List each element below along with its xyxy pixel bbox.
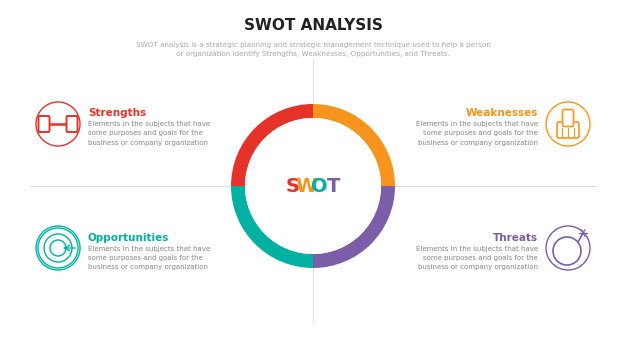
Circle shape — [36, 226, 80, 270]
Text: Opportunities: Opportunities — [88, 233, 170, 243]
Text: Elements in the subjects that have
some purposes and goals for the
business or c: Elements in the subjects that have some … — [416, 121, 538, 145]
Circle shape — [546, 102, 590, 146]
Text: SWOT ANALYSIS: SWOT ANALYSIS — [244, 18, 382, 33]
Circle shape — [36, 102, 80, 146]
Wedge shape — [231, 186, 313, 268]
Wedge shape — [313, 186, 395, 268]
FancyBboxPatch shape — [39, 116, 49, 132]
Text: Weaknesses: Weaknesses — [466, 108, 538, 118]
Text: T: T — [327, 176, 340, 195]
Circle shape — [546, 226, 590, 270]
Text: S: S — [285, 176, 300, 195]
FancyBboxPatch shape — [66, 116, 78, 132]
Text: Elements in the subjects that have
some purposes and goals for the
business or c: Elements in the subjects that have some … — [416, 246, 538, 270]
Text: O: O — [312, 176, 328, 195]
Text: W: W — [295, 176, 317, 195]
Text: SWOT analysis is a strategic planning and strategic management technique used to: SWOT analysis is a strategic planning an… — [136, 42, 490, 57]
Text: Threats: Threats — [493, 233, 538, 243]
Wedge shape — [231, 104, 313, 186]
Circle shape — [553, 237, 581, 265]
Wedge shape — [313, 104, 395, 186]
Circle shape — [245, 118, 381, 254]
FancyBboxPatch shape — [557, 122, 579, 138]
Text: Strengths: Strengths — [88, 108, 146, 118]
FancyBboxPatch shape — [563, 109, 573, 126]
Text: Elements in the subjects that have
some purposes and goals for the
business or c: Elements in the subjects that have some … — [88, 121, 210, 145]
Text: Elements in the subjects that have
some purposes and goals for the
business or c: Elements in the subjects that have some … — [88, 246, 210, 270]
